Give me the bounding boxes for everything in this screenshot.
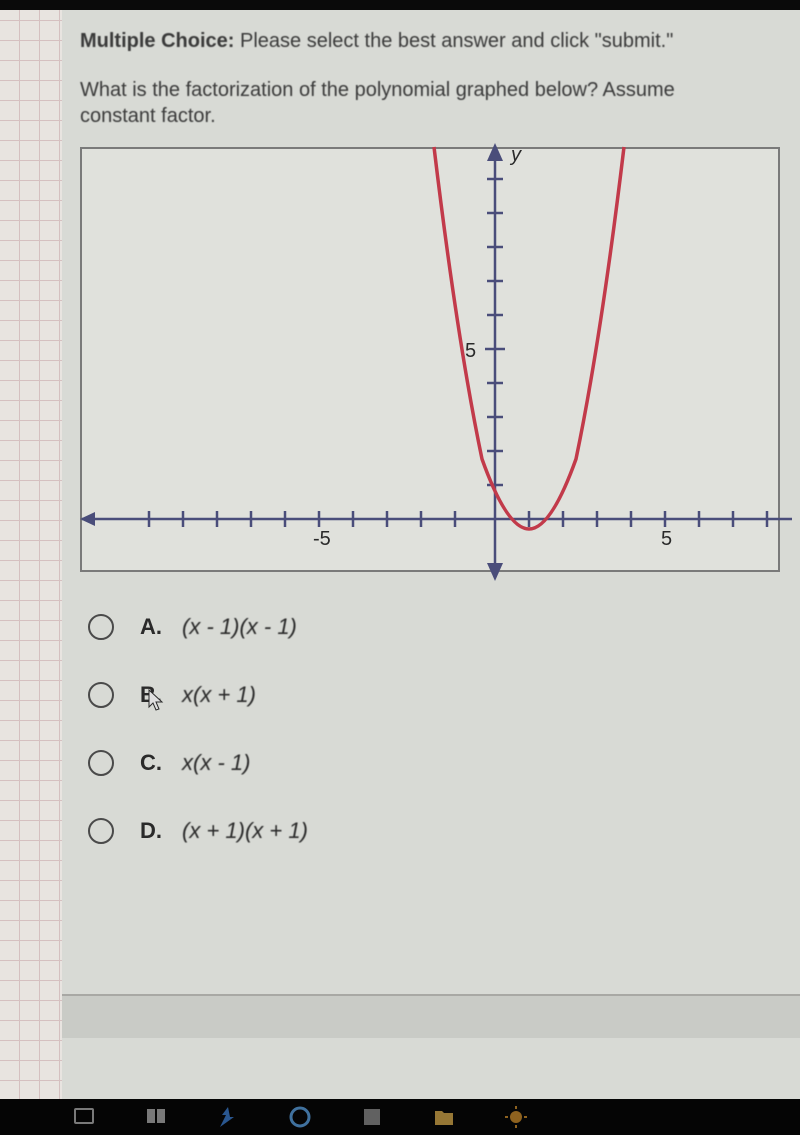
option-b[interactable]: B. x(x + 1) bbox=[88, 682, 800, 708]
taskbar-icon-2[interactable] bbox=[142, 1105, 170, 1129]
radio-d[interactable] bbox=[88, 818, 114, 844]
instruction-text: Please select the best answer and click … bbox=[234, 30, 673, 52]
option-a[interactable]: A. (x - 1)(x - 1) bbox=[88, 614, 800, 640]
answer-options: A. (x - 1)(x - 1) B. x(x + 1) C. x(x - 1… bbox=[88, 614, 800, 844]
svg-text:5: 5 bbox=[465, 340, 476, 362]
option-c-text: x(x - 1) bbox=[182, 750, 250, 776]
taskbar bbox=[0, 1099, 800, 1135]
question-line-2: constant factor. bbox=[80, 105, 216, 127]
svg-text:5: 5 bbox=[661, 528, 672, 550]
footer-bar bbox=[62, 994, 800, 1038]
option-b-text: x(x + 1) bbox=[182, 682, 256, 708]
polynomial-graph: y 5 -5 5 bbox=[80, 147, 780, 572]
option-a-text: (x - 1)(x - 1) bbox=[182, 614, 297, 640]
notebook-grid-margin bbox=[0, 10, 62, 1100]
taskbar-icon-6[interactable] bbox=[430, 1105, 458, 1129]
taskbar-icon-4[interactable] bbox=[286, 1105, 314, 1129]
question-content: Multiple Choice: Please select the best … bbox=[62, 10, 800, 1100]
taskbar-icon-7[interactable] bbox=[502, 1105, 530, 1129]
question-text: What is the factorization of the polynom… bbox=[80, 77, 800, 129]
option-d-text: (x + 1)(x + 1) bbox=[182, 818, 308, 844]
option-a-letter: A. bbox=[140, 614, 166, 640]
option-d[interactable]: D. (x + 1)(x + 1) bbox=[88, 818, 800, 844]
question-line-1: What is the factorization of the polynom… bbox=[80, 79, 675, 101]
option-d-letter: D. bbox=[140, 818, 166, 844]
option-c[interactable]: C. x(x - 1) bbox=[88, 750, 800, 776]
taskbar-icon-3[interactable] bbox=[214, 1105, 242, 1129]
radio-b[interactable] bbox=[88, 682, 114, 708]
radio-c[interactable] bbox=[88, 750, 114, 776]
graph-svg: y 5 -5 5 bbox=[77, 129, 797, 599]
taskbar-icon-5[interactable] bbox=[358, 1105, 386, 1129]
option-c-letter: C. bbox=[140, 750, 166, 776]
svg-text:-5: -5 bbox=[313, 528, 331, 550]
svg-text:y: y bbox=[509, 144, 522, 166]
taskbar-icon-1[interactable] bbox=[70, 1105, 98, 1129]
instruction-label: Multiple Choice: bbox=[80, 30, 234, 52]
instruction-line: Multiple Choice: Please select the best … bbox=[80, 30, 800, 53]
radio-a[interactable] bbox=[88, 614, 114, 640]
option-b-letter: B. bbox=[140, 682, 166, 708]
